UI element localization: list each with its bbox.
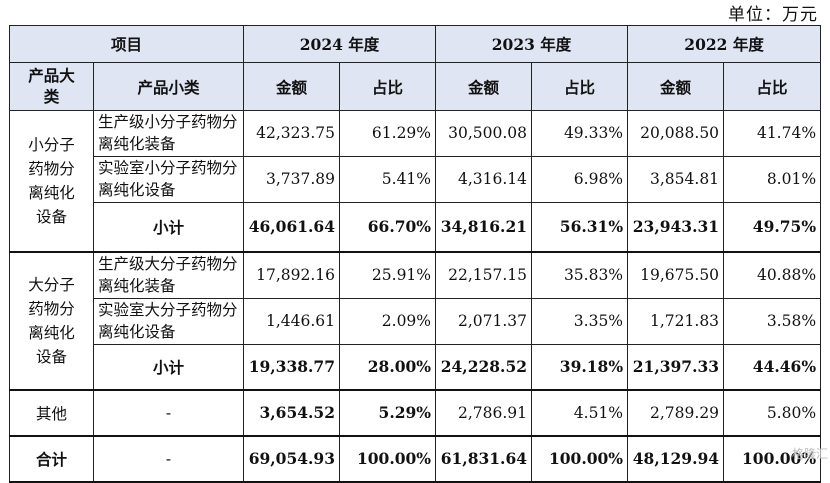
cell-amount-2024: 17,892.16: [243, 250, 341, 299]
cell-ratio-2023: 3.35%: [531, 297, 629, 345]
subtotal-row: 小计 46,061.64 66.70% 34,816.21 56.31% 23,…: [10, 201, 822, 253]
total-label: 合计: [9, 434, 94, 483]
cell-ratio-2022: 5.80%: [723, 388, 822, 437]
cell-amount-2024: 46,061.64: [243, 201, 341, 253]
cell-amount-2023: 2,786.91: [435, 388, 533, 437]
table-row: 实验室小分子药物分离纯化设备 3,737.89 5.41% 4,316.14 6…: [10, 155, 822, 203]
header-2024: 2024 年度: [243, 25, 437, 63]
header-big-category: 产品大类: [9, 62, 94, 111]
category-small-molecule: 小分子药物分离纯化设备: [9, 109, 94, 253]
header-ratio-2023: 占比: [531, 62, 629, 111]
cell-amount-2024: 3,737.89: [243, 155, 341, 203]
cell-ratio-2022: 49.75%: [723, 201, 822, 253]
unit-label: 单位：万元: [728, 5, 818, 25]
total-row: 合计 - 69,054.93 100.00% 61,831.64 100.00%…: [9, 434, 822, 483]
header-amount-2024: 金额: [243, 62, 341, 111]
cell-amount-2024: 1,446.61: [243, 297, 341, 345]
header-amount-2022: 金额: [627, 62, 725, 111]
cell-amount-2024: 19,338.77: [243, 343, 341, 391]
cell-ratio-2024: 25.91%: [339, 250, 437, 299]
cell-ratio-2022: 41.74%: [723, 110, 822, 157]
header-small-category: 产品小类: [92, 62, 245, 111]
table-row: 小分子药物分离纯化设备 生产级小分子药物分离纯化装备 42,323.75 61.…: [9, 109, 822, 253]
subcategory-label: 实验室大分子药物分离纯化设备: [92, 297, 245, 345]
cell-ratio-2023: 35.83%: [531, 250, 629, 299]
table-row: 大分子药物分离纯化设备 生产级大分子药物分离纯化装备 17,892.16 25.…: [9, 250, 822, 391]
subtotal-row: 小计 19,338.77 28.00% 24,228.52 39.18% 21,…: [10, 343, 822, 391]
subcategory-label: 生产级大分子药物分离纯化装备: [92, 250, 245, 299]
other-label: 其他: [9, 388, 94, 437]
cell-ratio-2024: 28.00%: [339, 343, 437, 391]
cell-amount-2022: 21,397.33: [627, 343, 725, 391]
cell-amount-2023: 2,071.37: [435, 297, 533, 345]
cell-amount-2022: 20,088.50: [627, 110, 725, 157]
header-item: 项目: [8, 25, 245, 63]
header-ratio-2024: 占比: [339, 62, 437, 111]
header-row-years: 项目 2024 年度 2023 年度 2022 年度: [8, 25, 822, 63]
cell-amount-2024: 69,054.93: [243, 434, 341, 483]
cell-amount-2023: 24,228.52: [435, 343, 533, 391]
subtotal-label: 小计: [92, 201, 245, 253]
cell-ratio-2023: 100.00%: [531, 434, 629, 483]
cell-ratio-2024: 100.00%: [339, 434, 437, 483]
cell-amount-2022: 23,943.31: [627, 201, 725, 253]
cell-ratio-2022: 44.46%: [723, 343, 822, 391]
header-2022: 2022 年度: [627, 25, 822, 63]
header-ratio-2022: 占比: [723, 62, 822, 111]
cell-ratio-2023: 56.31%: [531, 201, 629, 253]
cell-ratio-2024: 2.09%: [339, 297, 437, 345]
other-dash: -: [92, 388, 245, 437]
header-amount-2023: 金额: [435, 62, 533, 111]
cell-amount-2023: 22,157.15: [435, 250, 533, 299]
cell-ratio-2023: 39.18%: [531, 343, 629, 391]
cell-amount-2023: 4,316.14: [435, 155, 533, 203]
cell-ratio-2023: 4.51%: [531, 388, 629, 437]
cell-amount-2023: 61,831.64: [435, 434, 533, 483]
cell-ratio-2023: 6.98%: [531, 155, 629, 203]
cell-amount-2024: 3,654.52: [243, 388, 341, 437]
table-row: 实验室大分子药物分离纯化设备 1,446.61 2.09% 2,071.37 3…: [10, 297, 822, 345]
subtotal-label: 小计: [92, 343, 245, 391]
cell-amount-2022: 48,129.94: [627, 434, 725, 483]
cell-amount-2022: 3,854.81: [627, 155, 725, 203]
header-2023: 2023 年度: [435, 25, 629, 63]
category-large-molecule: 大分子药物分离纯化设备: [9, 250, 94, 391]
cell-ratio-2022: 40.88%: [723, 250, 822, 299]
cell-amount-2022: 2,789.29: [627, 388, 725, 437]
header-row-columns: 产品大类 产品小类 金额 占比 金额 占比 金额 占比: [9, 62, 822, 111]
cell-amount-2024: 42,323.75: [243, 110, 341, 157]
cell-ratio-2024: 5.29%: [339, 388, 437, 437]
cell-ratio-2024: 5.41%: [339, 155, 437, 203]
cell-ratio-2022: 8.01%: [723, 155, 822, 203]
total-dash: -: [92, 434, 245, 483]
watermark-logo: 格隆汇: [791, 447, 828, 461]
cell-amount-2022: 19,675.50: [627, 250, 725, 299]
revenue-table: 项目 2024 年度 2023 年度 2022 年度 产品大类 产品小类 金额 …: [8, 25, 822, 483]
other-row: 其他 - 3,654.52 5.29% 2,786.91 4.51% 2,789…: [9, 388, 822, 437]
cell-ratio-2024: 61.29%: [339, 110, 437, 157]
cell-amount-2023: 34,816.21: [435, 201, 533, 253]
cell-ratio-2024: 66.70%: [339, 201, 437, 253]
cell-ratio-2023: 49.33%: [531, 110, 629, 157]
subcategory-label: 实验室小分子药物分离纯化设备: [92, 155, 245, 203]
cell-ratio-2022: 3.58%: [723, 297, 822, 345]
cell-amount-2022: 1,721.83: [627, 297, 725, 345]
subcategory-label: 生产级小分子药物分离纯化装备: [92, 110, 245, 157]
cell-amount-2023: 30,500.08: [435, 110, 533, 157]
